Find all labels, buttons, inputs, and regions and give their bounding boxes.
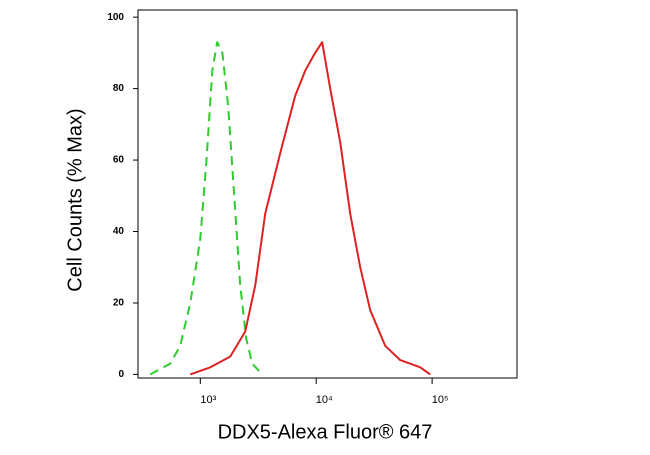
x-axis-label: DDX5-Alexa Fluor® 647 (218, 421, 433, 443)
histogram-line (189, 41, 431, 376)
y-axis-label: Cell Counts (% Max) (64, 108, 86, 291)
y-tick-label: 100 (107, 12, 124, 23)
plot-frame (137, 9, 518, 379)
x-tick-label: 10³ (200, 394, 216, 406)
y-tick-label: 20 (113, 298, 125, 309)
y-tick-label: 40 (113, 226, 125, 237)
y-tick-label: 60 (113, 155, 125, 166)
y-tick-label: 0 (118, 369, 124, 380)
histogram-line (149, 41, 263, 376)
x-tick-label: 10⁴ (316, 394, 333, 406)
x-tick-label: 10⁵ (432, 394, 449, 406)
y-tick-label: 80 (113, 83, 125, 94)
